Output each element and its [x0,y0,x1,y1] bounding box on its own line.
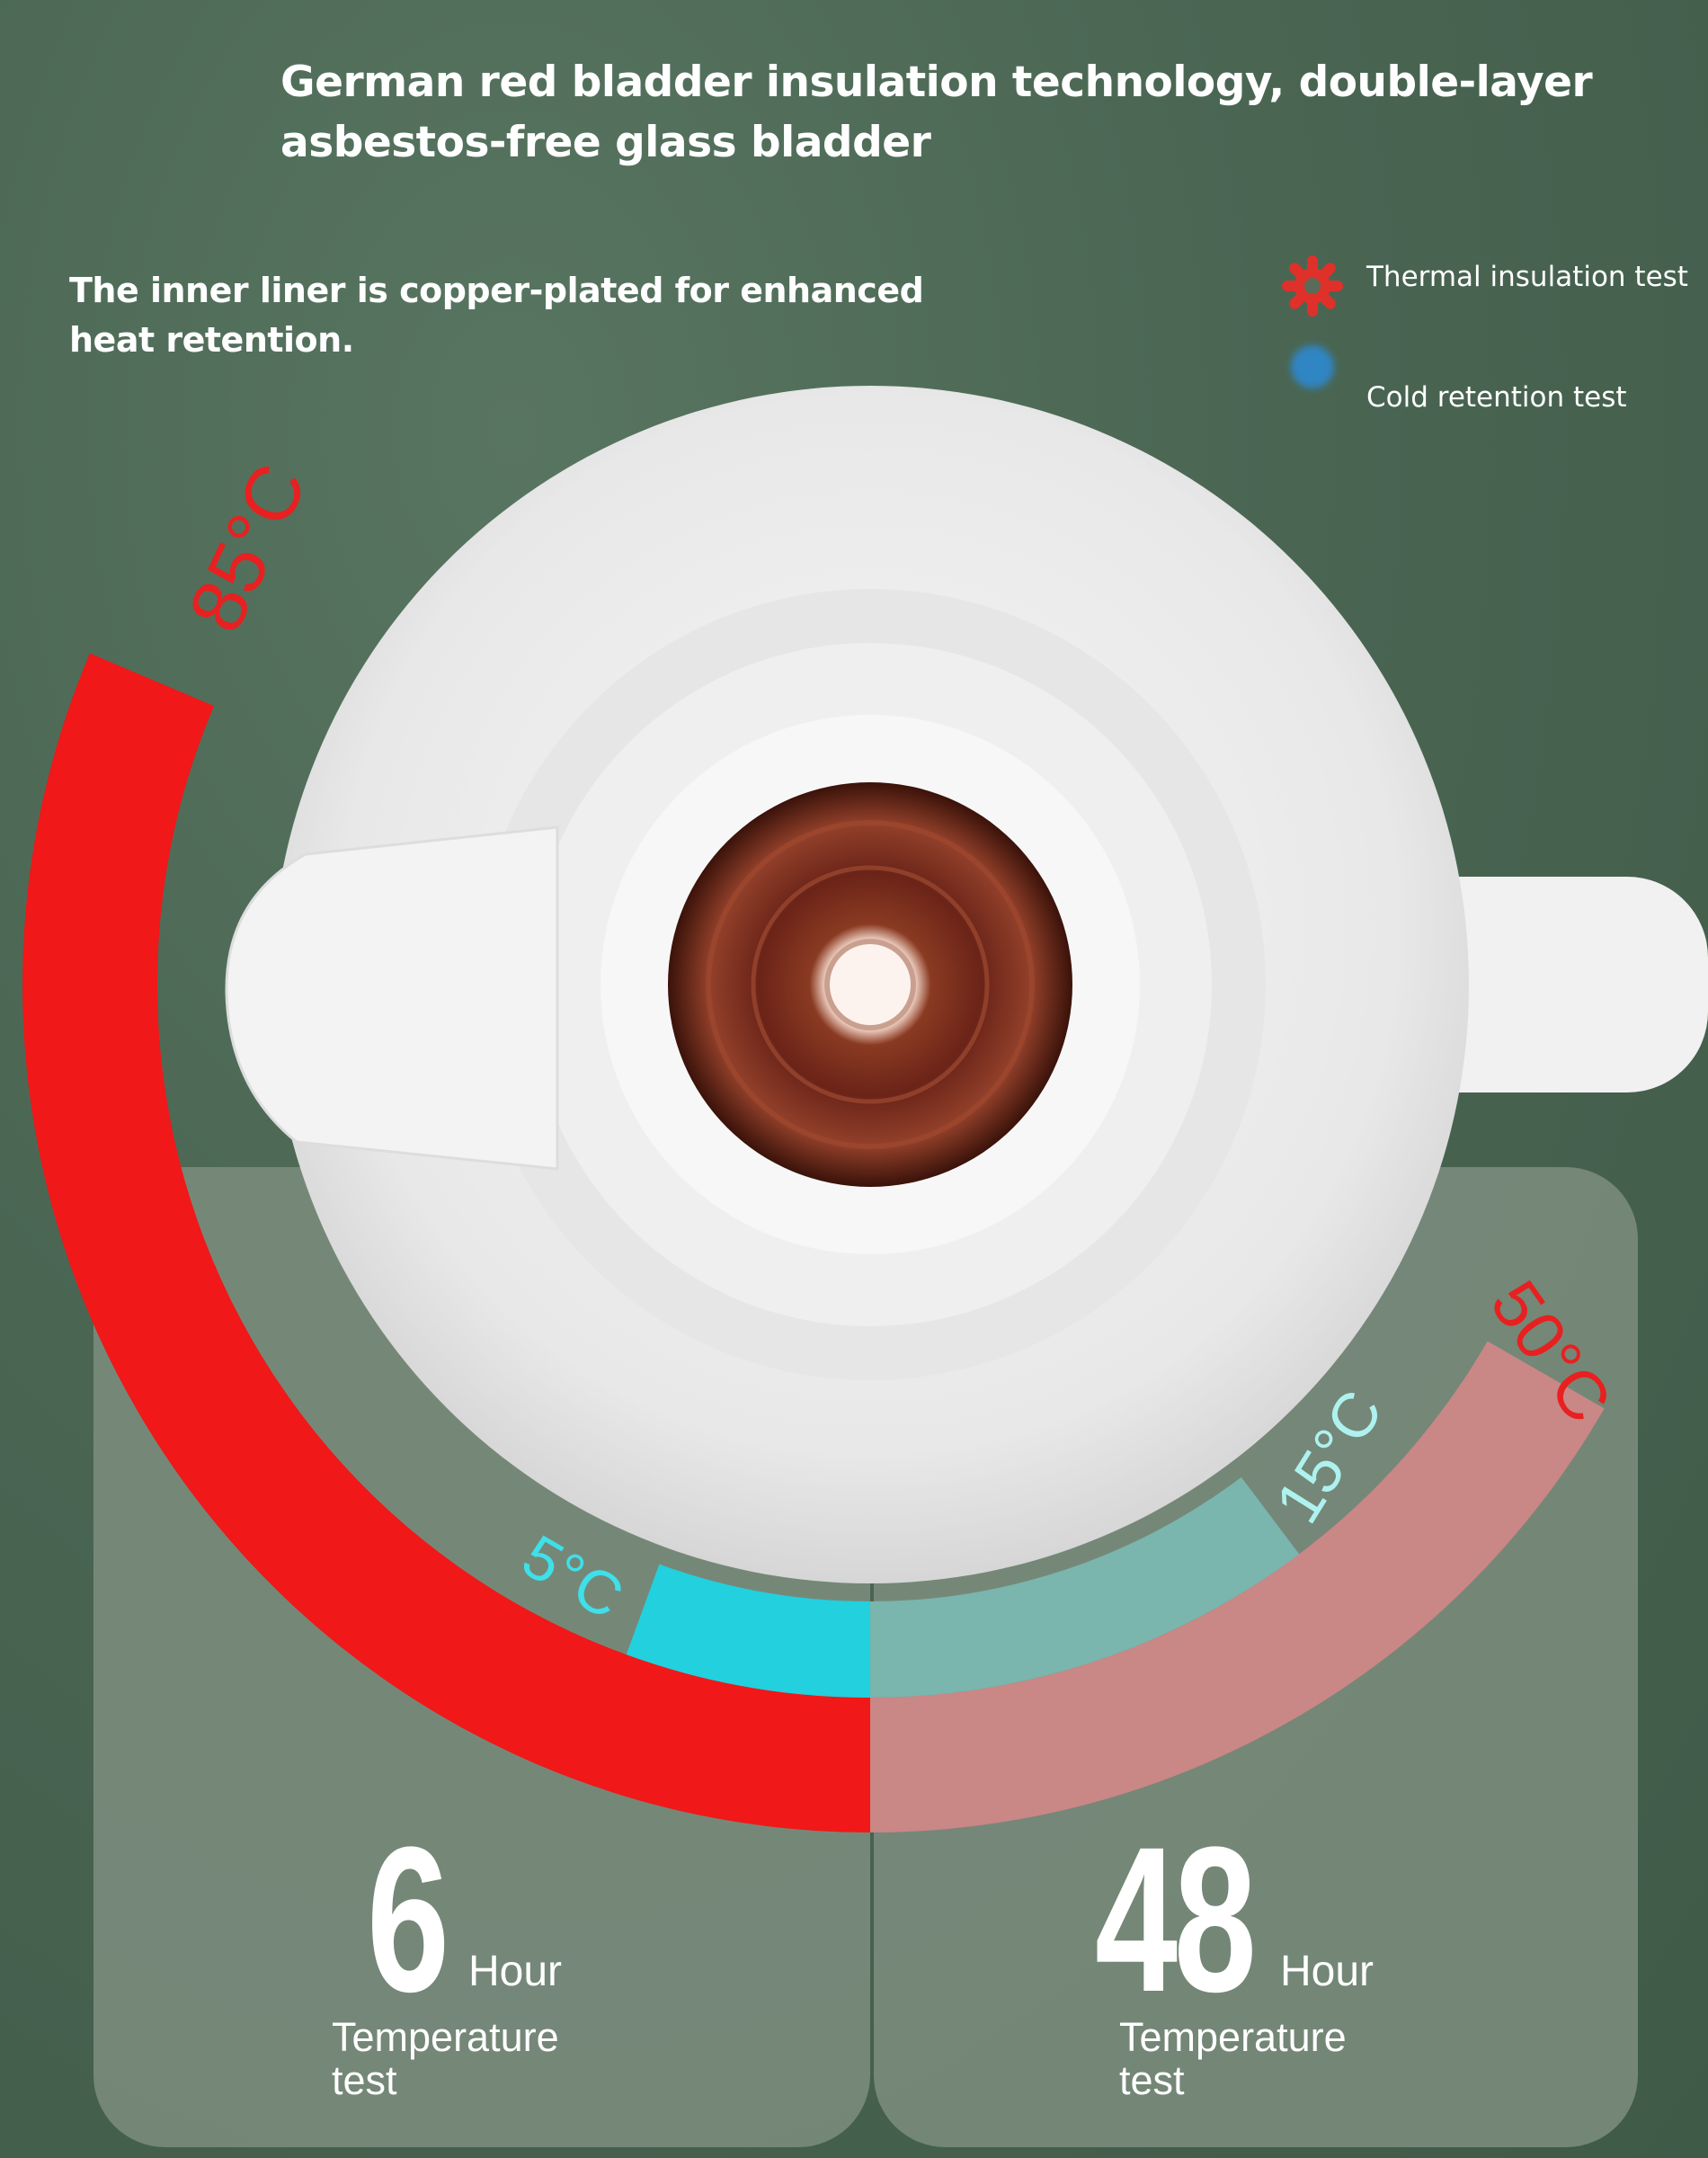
subtitle: The inner liner is copper-plated for enh… [69,271,924,360]
page-title: German red bladder insulation technology… [280,58,1593,167]
stat-caption-6h: Temperature test [332,2014,559,2103]
kettle-top [225,386,1708,1583]
arc-hot-48h [870,1341,1605,1833]
stat-number-6h: 6 [367,1804,449,2035]
stat-unit-48h: Hour [1280,1948,1374,1995]
arc-cold-6h [626,1564,870,1698]
stat-caption-48h: Temperature test [1119,2014,1347,2103]
stat-unit-6h: Hour [468,1948,563,1995]
legend-thermal-label: Thermal insulation test [1366,261,1688,293]
legend-cold-label: Cold retention test [1366,381,1627,414]
legend-icons [1282,255,1343,388]
snowflake-icon [1291,345,1334,388]
arc-hot-6h [22,653,871,1833]
stat-number-48h: 48 [1095,1804,1257,2035]
arc-cold-48h [870,1476,1300,1698]
sun-icon [1282,255,1343,317]
